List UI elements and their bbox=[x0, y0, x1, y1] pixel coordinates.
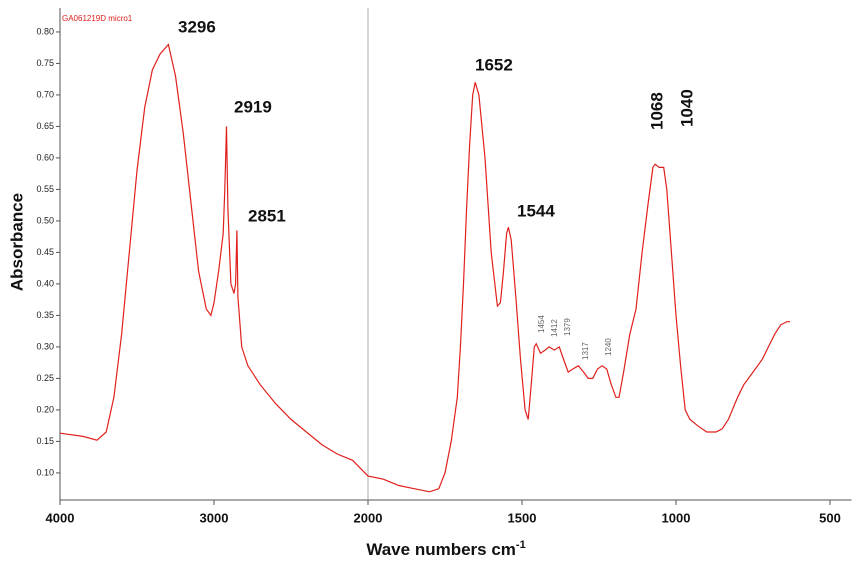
peak-label: 2919 bbox=[234, 97, 272, 116]
y-tick-label: 0.50 bbox=[36, 215, 54, 225]
peak-label: 1379 bbox=[563, 318, 572, 336]
x-tick-label: 1000 bbox=[662, 510, 691, 525]
peak-label: 1317 bbox=[581, 342, 590, 360]
y-tick-label: 0.75 bbox=[36, 58, 54, 68]
x-tick-label: 2000 bbox=[354, 510, 383, 525]
peak-label: 3296 bbox=[178, 17, 216, 36]
y-tick-label: 0.45 bbox=[36, 247, 54, 257]
y-tick-label: 0.25 bbox=[36, 373, 54, 383]
x-tick-label: 4000 bbox=[46, 510, 75, 525]
y-tick-label: 0.80 bbox=[36, 26, 54, 36]
x-tick-label: 500 bbox=[819, 510, 841, 525]
y-tick-label: 0.70 bbox=[36, 89, 54, 99]
x-axis-label: Wave numbers cm-1 bbox=[366, 539, 525, 560]
x-axis-label-sup: -1 bbox=[516, 539, 526, 551]
peak-label: 1652 bbox=[475, 55, 513, 74]
y-tick-label: 0.60 bbox=[36, 152, 54, 162]
chart-title: GA061219D micro1 bbox=[62, 14, 133, 23]
peak-label: 1240 bbox=[604, 338, 613, 356]
x-tick-label: 3000 bbox=[200, 510, 229, 525]
peak-label: 1040 bbox=[677, 89, 696, 127]
y-tick-label: 0.35 bbox=[36, 310, 54, 320]
y-tick-label: 0.30 bbox=[36, 341, 54, 351]
y-tick-label: 0.55 bbox=[36, 184, 54, 194]
peak-label: 2851 bbox=[248, 206, 286, 225]
peak-label: 1068 bbox=[647, 92, 666, 130]
x-axis-label-text: Wave numbers cm bbox=[366, 540, 516, 559]
peak-label: 1454 bbox=[537, 315, 546, 333]
y-axis-label: Absorbance bbox=[7, 193, 26, 291]
spectrum-line bbox=[59, 43, 790, 493]
y-tick-label: 0.40 bbox=[36, 278, 54, 288]
y-tick-label: 0.15 bbox=[36, 436, 54, 446]
peak-label: 1412 bbox=[550, 319, 559, 337]
y-tick-label: 0.20 bbox=[36, 404, 54, 414]
peak-label: 1544 bbox=[517, 201, 555, 220]
y-tick-label: 0.10 bbox=[36, 467, 54, 477]
x-tick-label: 1500 bbox=[508, 510, 537, 525]
y-tick-label: 0.65 bbox=[36, 121, 54, 131]
